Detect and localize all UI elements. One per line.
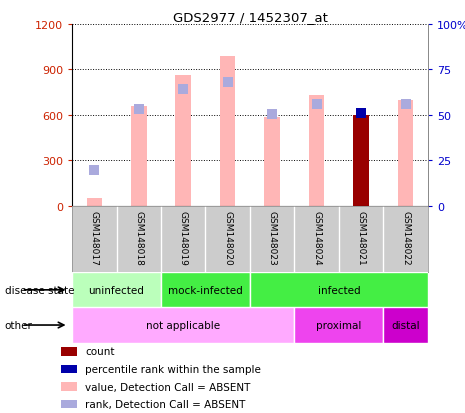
Bar xyxy=(265,118,280,206)
Bar xyxy=(294,308,383,343)
Bar xyxy=(220,57,235,206)
Text: disease state: disease state xyxy=(5,285,74,295)
Text: GSM148023: GSM148023 xyxy=(268,211,277,266)
Text: mock-infected: mock-infected xyxy=(168,285,243,295)
Bar xyxy=(131,107,146,206)
Text: not applicable: not applicable xyxy=(146,320,220,330)
Point xyxy=(91,167,98,173)
Text: GSM148018: GSM148018 xyxy=(134,211,143,266)
Bar xyxy=(72,273,161,308)
Text: GSM148019: GSM148019 xyxy=(179,211,188,266)
Text: GSM148020: GSM148020 xyxy=(223,211,232,266)
Bar xyxy=(309,96,325,206)
Point xyxy=(179,87,187,93)
Bar xyxy=(61,400,77,408)
Bar xyxy=(61,347,77,356)
Bar xyxy=(353,116,369,206)
Bar xyxy=(61,382,77,391)
Point xyxy=(135,106,142,113)
Bar xyxy=(161,273,250,308)
Point xyxy=(224,79,232,85)
Text: GSM148017: GSM148017 xyxy=(90,211,99,266)
Point xyxy=(358,110,365,116)
Text: count: count xyxy=(85,347,114,356)
Text: GSM148024: GSM148024 xyxy=(312,211,321,266)
Text: rank, Detection Call = ABSENT: rank, Detection Call = ABSENT xyxy=(85,399,246,409)
Point xyxy=(313,102,320,108)
Point xyxy=(402,102,409,108)
Text: percentile rank within the sample: percentile rank within the sample xyxy=(85,364,261,374)
Text: value, Detection Call = ABSENT: value, Detection Call = ABSENT xyxy=(85,382,250,392)
Text: GSM148021: GSM148021 xyxy=(357,211,365,266)
Point xyxy=(268,112,276,118)
Bar xyxy=(86,198,102,206)
Text: distal: distal xyxy=(391,320,420,330)
Bar xyxy=(398,101,413,206)
Text: infected: infected xyxy=(318,285,360,295)
Bar xyxy=(72,308,294,343)
Title: GDS2977 / 1452307_at: GDS2977 / 1452307_at xyxy=(173,11,327,24)
Text: GSM148022: GSM148022 xyxy=(401,211,410,266)
Bar xyxy=(175,76,191,206)
Text: proximal: proximal xyxy=(316,320,362,330)
Text: other: other xyxy=(5,320,33,330)
Bar xyxy=(383,308,428,343)
Bar xyxy=(61,365,77,373)
Bar xyxy=(250,273,428,308)
Text: uninfected: uninfected xyxy=(89,285,145,295)
